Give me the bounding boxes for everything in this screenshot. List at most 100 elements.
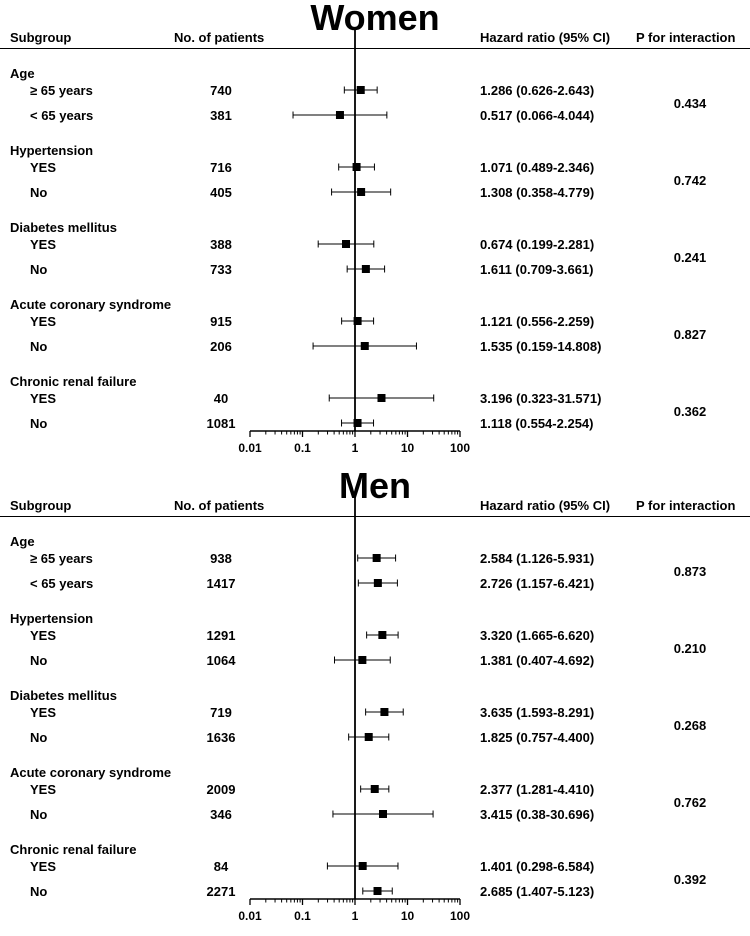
hazard-ratio-text: 1.308 (0.358-4.779) [480,185,595,200]
x-tick-label: 1 [352,909,359,923]
hazard-ratio-text: 1.535 (0.159-14.808) [480,339,602,354]
patient-count: 405 [210,185,232,200]
p-interaction-value: 0.742 [673,172,707,188]
hazard-ratio-point [335,111,344,119]
patient-count: 1081 [206,416,236,431]
header-hazard-ratio: Hazard ratio (95% CI) [480,498,611,513]
group-label: Age [10,534,35,549]
p-interaction-value: 0.210 [673,640,707,656]
hazard-ratio-point [378,631,387,639]
panel-title: Women [310,0,440,38]
hazard-ratio-text: 2.685 (1.407-5.123) [480,884,595,899]
header-hazard-ratio: Hazard ratio (95% CI) [480,30,611,45]
group-label: Acute coronary syndrome [10,297,172,312]
p-interaction-value: 0.434 [673,95,707,111]
p-interaction-value: 0.762 [673,794,707,810]
p-interaction-value: 0.268 [673,717,707,733]
patient-count: 346 [210,807,232,822]
x-tick-label: 10 [401,441,415,455]
hazard-ratio-point [357,188,366,196]
group-label: Age [10,66,35,81]
patient-count: 1064 [206,653,236,668]
row-label: No [30,262,48,277]
hazard-ratio-point [356,86,365,94]
row-label: No [30,884,48,899]
row-label: No [30,339,48,354]
header-p-interaction: P for interaction [636,30,736,45]
group-label: Chronic renal failure [10,374,137,389]
hazard-ratio-point [358,656,367,664]
hazard-ratio-text: 1.611 (0.709-3.661) [480,262,594,277]
header-patients: No. of patients [174,498,265,513]
x-tick-label: 0.1 [294,441,311,455]
p-interaction-value: 0.241 [673,249,707,265]
row-label: YES [30,237,57,252]
hazard-ratio-text: 1.381 (0.407-4.692) [480,653,595,668]
hazard-ratio-text: 3.635 (1.593-8.291) [480,705,595,720]
row-label: YES [30,782,57,797]
hazard-ratio-point [377,394,386,402]
header-subgroup: Subgroup [10,498,72,513]
row-label: YES [30,160,57,175]
row-label: No [30,185,48,200]
hazard-ratio-text: 3.196 (0.323-31.571) [480,391,602,406]
patient-count: 716 [210,160,232,175]
hazard-ratio-point [372,554,381,562]
row-label: YES [30,859,57,874]
hazard-ratio-point [352,163,361,171]
men-forest-panel: Men Subgroup No. of patients Hazard ratio (… [0,468,750,936]
patient-count: 915 [210,314,232,329]
hazard-ratio-point [370,785,379,793]
hazard-ratio-point [380,708,389,716]
header-p-interaction: P for interaction [636,498,736,513]
hazard-ratio-text: 0.517 (0.066-4.044) [480,108,595,123]
x-tick-label: 1 [352,441,359,455]
x-tick-label: 0.01 [238,909,262,923]
group-label: Diabetes mellitus [10,688,117,703]
row-label: < 65 years [30,108,94,123]
patient-count: 388 [210,237,232,252]
patient-count: 381 [210,108,232,123]
x-tick-label: 0.1 [294,909,311,923]
forest-plot-svg: 0.01 0.1 1 10 100 [238,496,470,923]
hazard-ratio-text: 3.415 (0.38-30.696) [480,807,595,822]
panel-title: Men [339,465,411,506]
hazard-ratio-text: 1.825 (0.757-4.400) [480,730,595,745]
hazard-ratio-point [373,579,382,587]
hazard-ratio-text: 1.286 (0.626-2.643) [480,83,595,98]
hazard-ratio-point [342,240,351,248]
p-interaction-value: 0.873 [673,563,707,579]
patient-count: 206 [210,339,232,354]
x-tick-label: 100 [450,441,470,455]
row-label: YES [30,391,57,406]
patient-count: 719 [210,705,232,720]
patient-count: 40 [213,391,229,406]
group-label: Diabetes mellitus [10,220,117,235]
patient-count: 938 [210,551,232,566]
p-interaction-value: 0.362 [673,403,707,419]
group-label: Hypertension [10,611,94,626]
hazard-ratio-text: 2.377 (1.281-4.410) [480,782,595,797]
patient-count: 1417 [206,576,236,591]
group-label: Acute coronary syndrome [10,765,172,780]
x-tick-label: 10 [401,909,415,923]
header-rule [0,516,750,517]
row-label: YES [30,628,57,643]
hazard-ratio-point [353,317,362,325]
hazard-ratio-text: 1.401 (0.298-6.584) [480,859,595,874]
patient-count: 84 [213,859,229,874]
p-interaction-value: 0.827 [673,326,707,342]
x-tick-label: 100 [450,909,470,923]
hazard-ratio-point [364,733,373,741]
hazard-ratio-point [379,810,388,818]
row-label: ≥ 65 years [30,551,93,566]
header-rule [0,48,750,49]
hazard-ratio-text: 1.118 (0.554-2.254) [480,416,594,431]
hazard-ratio-text: 1.071 (0.489-2.346) [480,160,595,175]
women-forest-panel: Women Subgroup No. of patients Hazard ratio… [0,0,750,455]
row-label: YES [30,314,57,329]
hazard-ratio-point [360,342,369,350]
hazard-ratio-text: 3.320 (1.665-6.620) [480,628,595,643]
hazard-ratio-text: 2.584 (1.126-5.931) [480,551,595,566]
group-label: Hypertension [10,143,94,158]
